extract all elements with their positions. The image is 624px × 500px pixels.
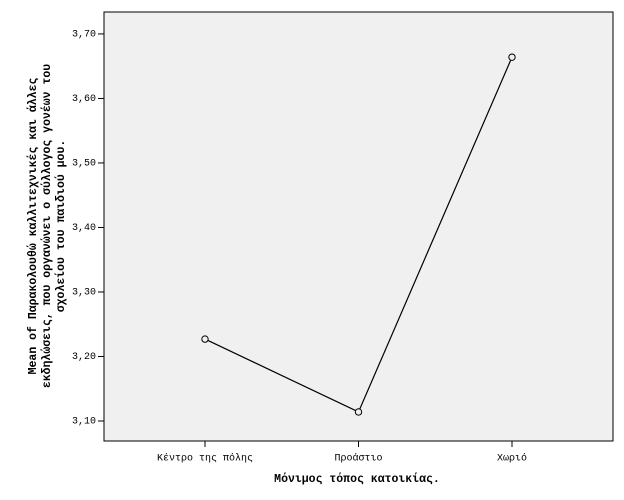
y-tick-label: 3,60 bbox=[72, 94, 96, 105]
y-axis-title: Mean of Παρακολουθώ καλλιτεχνικές και άλ… bbox=[27, 78, 40, 375]
x-axis-title: Μόνιμος τόπος κατοικίας. bbox=[274, 473, 440, 486]
plot-area bbox=[103, 11, 614, 442]
x-tick-label: Χωριό bbox=[497, 453, 527, 465]
y-tick-label: 3,50 bbox=[72, 159, 96, 170]
y-axis-title: σχολείου του παιδιού μου. bbox=[55, 140, 68, 313]
x-tick-label: Προάστιο bbox=[334, 453, 382, 465]
y-tick-label: 3,10 bbox=[72, 417, 96, 428]
y-tick-label: 3,70 bbox=[72, 30, 96, 41]
marker bbox=[354, 408, 363, 416]
x-tick-label: Κέντρο της πόλης bbox=[157, 453, 253, 465]
marker bbox=[201, 335, 209, 343]
y-axis-title: εκδηλώσεις, που οργανώνει ο σύλλογος γον… bbox=[41, 64, 54, 388]
marker bbox=[508, 53, 516, 61]
y-tick-label: 3,40 bbox=[72, 223, 96, 234]
y-tick-label: 3,20 bbox=[72, 352, 96, 363]
y-tick-label: 3,30 bbox=[72, 288, 96, 299]
